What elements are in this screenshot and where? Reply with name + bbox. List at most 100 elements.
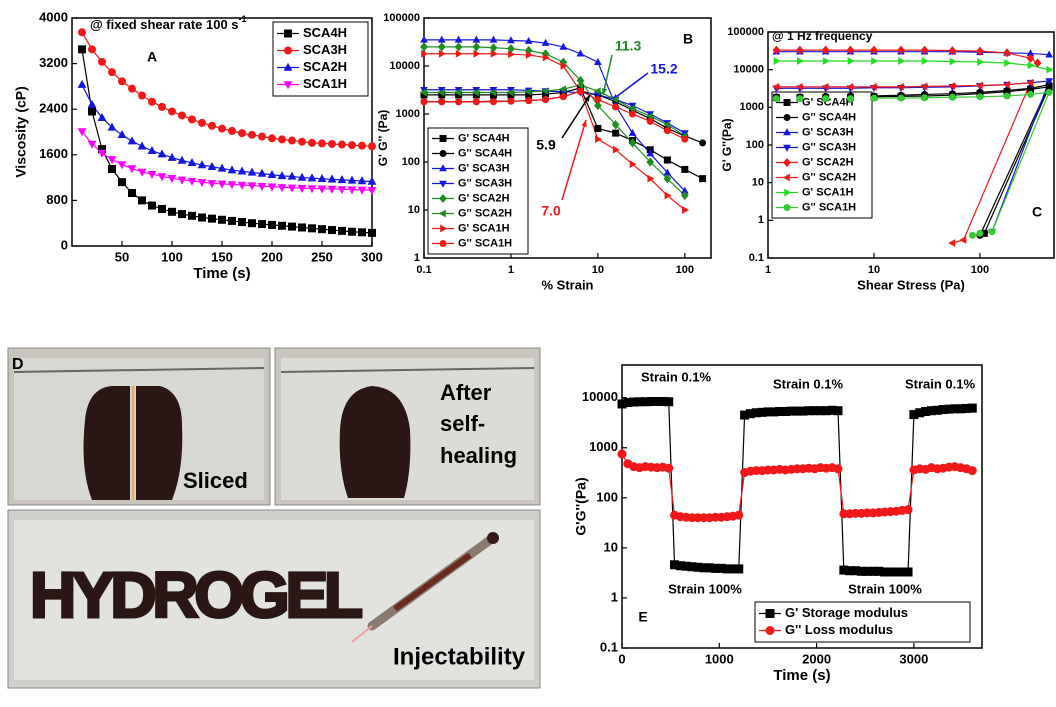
- slide-text: HYDROGEL: [30, 559, 365, 631]
- legend-box: [754, 601, 971, 643]
- marker: [594, 96, 602, 104]
- y-tick-label: 100: [402, 156, 420, 168]
- legend-label: G' SCA2H: [802, 156, 854, 168]
- chart-title: @ fixed shear rate 100 s-1: [90, 14, 247, 32]
- marker: [663, 127, 671, 135]
- series-line: [424, 53, 686, 211]
- marker: [367, 176, 377, 185]
- marker: [420, 98, 428, 106]
- marker: [909, 410, 919, 420]
- marker: [976, 229, 984, 237]
- marker: [1026, 78, 1034, 87]
- marker: [576, 49, 585, 57]
- marker: [868, 566, 878, 576]
- marker: [257, 168, 267, 177]
- marker: [699, 139, 707, 147]
- photo-caption: self-: [440, 411, 485, 436]
- marker: [652, 396, 662, 406]
- plunger: [487, 532, 499, 544]
- marker: [348, 227, 356, 236]
- marker: [821, 82, 829, 91]
- marker: [238, 218, 246, 227]
- gel-healed: [339, 386, 411, 498]
- annotation: Strain 100%: [668, 581, 742, 596]
- marker: [187, 157, 197, 166]
- marker: [128, 84, 136, 93]
- panel-label: B: [683, 31, 693, 47]
- marker: [1045, 78, 1054, 86]
- legend-marker: [283, 81, 293, 90]
- marker: [118, 178, 126, 187]
- marker: [217, 163, 227, 172]
- marker: [1045, 50, 1054, 58]
- marker: [454, 35, 463, 43]
- marker: [77, 128, 87, 137]
- marker: [897, 567, 907, 577]
- marker: [967, 466, 977, 476]
- marker: [822, 57, 830, 65]
- marker: [489, 43, 498, 53]
- marker: [693, 562, 703, 572]
- marker: [635, 397, 645, 407]
- marker: [898, 57, 906, 65]
- panel-label: D: [12, 356, 24, 373]
- y-axis-label: G' G'' (Pa): [376, 110, 390, 167]
- marker: [871, 57, 879, 65]
- marker: [968, 231, 976, 239]
- legend-marker: [783, 99, 791, 106]
- marker: [438, 98, 446, 106]
- annotation: 11.3: [615, 38, 642, 54]
- marker: [763, 407, 773, 417]
- marker: [454, 88, 462, 97]
- series-line: [621, 400, 973, 573]
- marker: [839, 565, 849, 575]
- marker: [559, 42, 568, 50]
- y-tick-label: 3200: [39, 55, 68, 70]
- marker: [1046, 65, 1054, 74]
- marker: [670, 560, 680, 570]
- marker: [903, 567, 913, 577]
- y-tick-label: 2400: [39, 101, 68, 116]
- marker: [287, 171, 297, 180]
- marker: [798, 406, 808, 416]
- marker: [680, 186, 689, 194]
- marker: [897, 94, 905, 102]
- legend-marker: [439, 193, 447, 204]
- gel-half: [136, 386, 183, 500]
- y-axis-label: G'G''(Pa): [573, 477, 589, 535]
- marker: [560, 62, 568, 70]
- marker: [188, 211, 196, 220]
- photo-caption: Sliced: [183, 468, 248, 493]
- marker: [949, 57, 957, 66]
- marker: [420, 35, 428, 43]
- y-tick-label: 0.1: [600, 639, 618, 654]
- annotation: 15.2: [650, 61, 677, 77]
- marker: [705, 563, 715, 573]
- y-tick-label: 1000: [589, 439, 618, 454]
- marker: [833, 406, 843, 416]
- arrow-head: [601, 88, 608, 95]
- marker: [845, 566, 855, 576]
- marker: [815, 406, 825, 416]
- marker: [664, 397, 674, 407]
- marker: [920, 82, 928, 91]
- chart-title: @ 1 Hz frequency: [772, 29, 873, 43]
- marker: [167, 174, 177, 183]
- marker: [822, 95, 830, 103]
- wire: [13, 367, 265, 373]
- marker: [507, 91, 515, 99]
- marker: [795, 82, 803, 91]
- marker: [338, 226, 346, 235]
- marker: [617, 449, 627, 459]
- marker: [473, 49, 481, 58]
- marker: [716, 563, 726, 573]
- marker: [897, 45, 905, 55]
- marker: [258, 132, 266, 141]
- marker: [437, 88, 445, 97]
- marker: [158, 204, 166, 213]
- x-axis-label: % Strain: [541, 277, 593, 292]
- legend-marker: [284, 46, 292, 55]
- legend-label: G'' SCA2H: [458, 207, 512, 219]
- marker: [623, 398, 633, 408]
- y-tick-label: 1: [758, 214, 764, 226]
